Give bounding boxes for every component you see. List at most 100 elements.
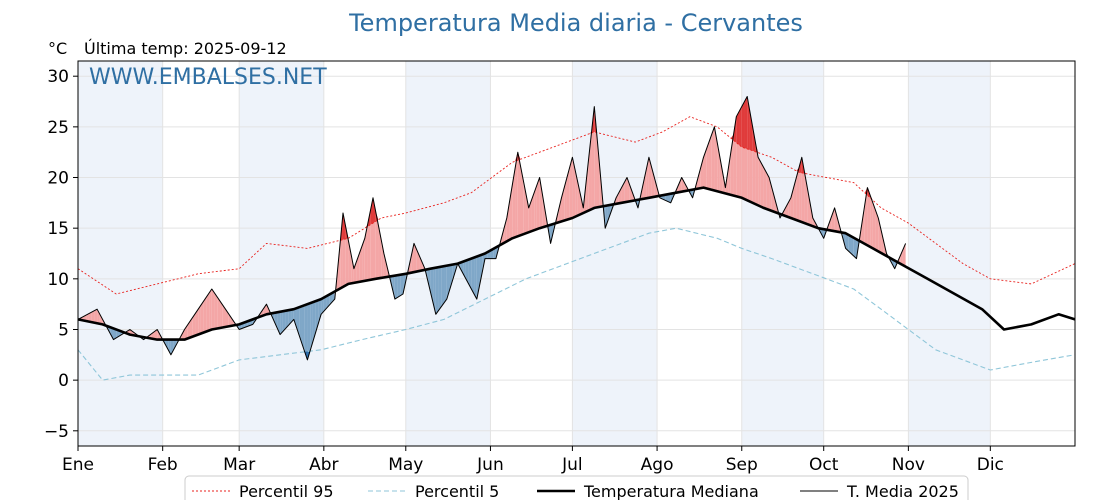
above-median-fill bbox=[834, 207, 838, 232]
above-median-fill bbox=[222, 305, 226, 328]
above-median-fill bbox=[187, 321, 190, 339]
above-median-fill bbox=[801, 157, 805, 224]
above-median-fill bbox=[203, 297, 207, 333]
y-tick-label: −5 bbox=[44, 422, 69, 442]
above-median-fill bbox=[706, 142, 709, 190]
below-median-fill bbox=[282, 310, 286, 332]
legend-label-p95: Percentil 95 bbox=[239, 482, 334, 500]
series-lines bbox=[77, 96, 1076, 381]
above-median-fill bbox=[534, 185, 537, 231]
above-median-fill bbox=[375, 211, 379, 279]
month-band bbox=[78, 61, 163, 446]
below-median-fill bbox=[444, 265, 447, 303]
y-tick-label: 30 bbox=[47, 67, 69, 87]
y-axis-ticks: −5 0 5 10 15 20 25 30 bbox=[44, 67, 78, 442]
above-median-fill bbox=[367, 211, 371, 281]
above-median-fill bbox=[569, 157, 573, 219]
above-median-fill bbox=[878, 218, 882, 253]
above-median-fill bbox=[419, 256, 423, 271]
x-tick-label: Nov bbox=[892, 455, 925, 475]
above-median-fill bbox=[359, 245, 363, 282]
x-tick-label: Abr bbox=[309, 455, 338, 475]
above-median-fill bbox=[211, 288, 215, 330]
above-median-fill bbox=[755, 142, 759, 206]
below-median-fill bbox=[280, 311, 283, 335]
below-median-fill bbox=[274, 312, 278, 329]
above-median-fill bbox=[94, 309, 98, 324]
above-median-fill bbox=[875, 210, 879, 252]
above-median-fill bbox=[351, 254, 354, 284]
above-median-fill bbox=[189, 317, 193, 338]
above-median-fill bbox=[413, 243, 417, 273]
series-line-current bbox=[77, 96, 907, 361]
below-median-fill bbox=[301, 305, 305, 352]
x-tick-label: May bbox=[388, 455, 423, 475]
above-median-fill bbox=[192, 313, 196, 337]
above-median-fill bbox=[225, 309, 229, 327]
above-median-fill bbox=[230, 317, 234, 326]
below-median-fill bbox=[165, 339, 169, 350]
above-median-fill bbox=[564, 177, 567, 221]
below-median-fill bbox=[329, 293, 333, 306]
above-median-fill bbox=[788, 197, 791, 219]
below-median-fill bbox=[285, 310, 289, 329]
below-median-fill bbox=[312, 301, 316, 342]
above-median-fill bbox=[512, 168, 516, 239]
above-p95-fill bbox=[342, 212, 346, 240]
y-tick-label: 0 bbox=[58, 371, 69, 391]
above-median-fill bbox=[99, 314, 103, 325]
below-median-fill bbox=[460, 261, 464, 274]
above-median-fill bbox=[861, 205, 865, 244]
above-median-fill bbox=[763, 167, 767, 209]
above-median-fill bbox=[681, 177, 685, 192]
below-median-fill bbox=[113, 328, 117, 340]
above-median-fill bbox=[624, 177, 628, 203]
below-median-fill bbox=[665, 194, 669, 202]
above-median-fill bbox=[209, 288, 212, 331]
above-median-fill bbox=[654, 177, 658, 197]
above-median-fill bbox=[356, 253, 360, 283]
below-median-fill bbox=[392, 275, 395, 300]
x-tick-label: Ago bbox=[641, 455, 674, 475]
below-median-fill bbox=[310, 302, 313, 351]
above-median-fill bbox=[870, 195, 873, 249]
above-median-fill bbox=[577, 182, 581, 216]
above-median-fill bbox=[572, 157, 576, 219]
above-median-fill bbox=[515, 152, 518, 238]
below-median-fill bbox=[323, 296, 327, 312]
above-median-fill bbox=[362, 238, 365, 282]
last-temp-label: Última temp: 2025-09-12 bbox=[84, 39, 287, 58]
below-median-fill bbox=[550, 223, 554, 244]
y-tick-label: 5 bbox=[58, 320, 69, 340]
above-median-fill bbox=[714, 126, 718, 192]
above-median-fill bbox=[643, 169, 647, 199]
x-tick-label: Oct bbox=[809, 455, 839, 475]
below-median-fill bbox=[400, 274, 404, 296]
month-band bbox=[741, 61, 824, 446]
below-median-fill bbox=[474, 256, 477, 300]
above-median-fill bbox=[383, 253, 387, 278]
above-median-fill bbox=[411, 243, 414, 273]
below-median-fill bbox=[479, 254, 483, 286]
y-tick-label: 20 bbox=[47, 169, 69, 189]
above-median-fill bbox=[364, 224, 368, 281]
above-median-fill bbox=[719, 157, 723, 193]
y-tick-label: 15 bbox=[47, 219, 69, 239]
below-median-fill bbox=[291, 309, 294, 323]
above-p95-fill bbox=[744, 96, 748, 149]
above-median-fill bbox=[217, 297, 221, 329]
above-median-fill bbox=[200, 301, 204, 334]
below-median-fill bbox=[299, 306, 302, 344]
below-median-fill bbox=[304, 304, 308, 360]
above-median-fill bbox=[263, 304, 267, 316]
chart-title: Temperatura Media diaria - Cervantes bbox=[348, 9, 803, 37]
below-median-fill bbox=[845, 233, 849, 251]
below-median-fill bbox=[853, 237, 857, 259]
above-p95-fill bbox=[749, 111, 753, 151]
x-tick-label: Jul bbox=[561, 455, 583, 475]
below-median-fill bbox=[848, 234, 852, 254]
above-median-fill bbox=[799, 157, 802, 223]
below-median-fill bbox=[326, 294, 330, 309]
above-median-fill bbox=[536, 177, 540, 230]
above-median-fill bbox=[528, 200, 532, 233]
